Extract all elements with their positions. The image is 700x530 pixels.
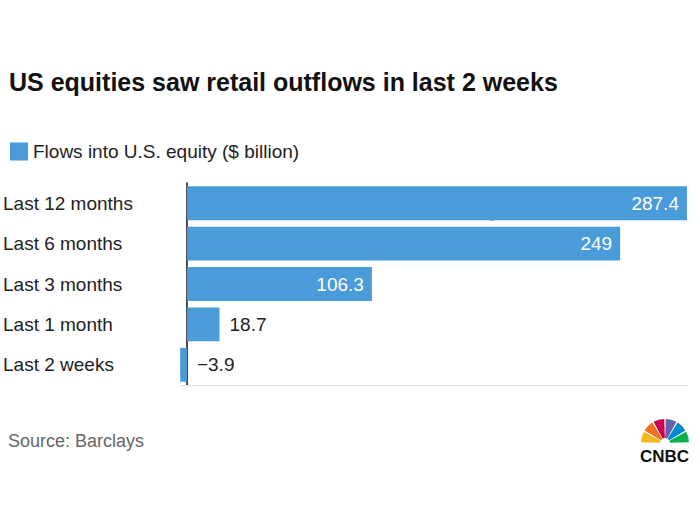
svg-text:18.7: 18.7	[229, 314, 266, 335]
svg-text:−3.9: −3.9	[197, 354, 235, 375]
svg-text:Last 2 weeks: Last 2 weeks	[3, 354, 114, 375]
svg-text:287.4: 287.4	[631, 193, 679, 214]
svg-text:106.3: 106.3	[316, 274, 364, 295]
svg-text:CNBC: CNBC	[640, 447, 689, 466]
svg-text:Flows into U.S. equity ($ bill: Flows into U.S. equity ($ billion)	[33, 141, 299, 162]
svg-text:Last 3 months: Last 3 months	[3, 274, 122, 295]
svg-text:US equities saw retail outflow: US equities saw retail outflows in last …	[9, 68, 558, 96]
svg-text:Last 6 months: Last 6 months	[3, 233, 122, 254]
svg-text:Last 1 month: Last 1 month	[3, 314, 113, 335]
svg-text:Source: Barclays: Source: Barclays	[8, 431, 144, 451]
svg-text:Last 12 months: Last 12 months	[3, 193, 133, 214]
svg-text:249: 249	[580, 233, 612, 254]
